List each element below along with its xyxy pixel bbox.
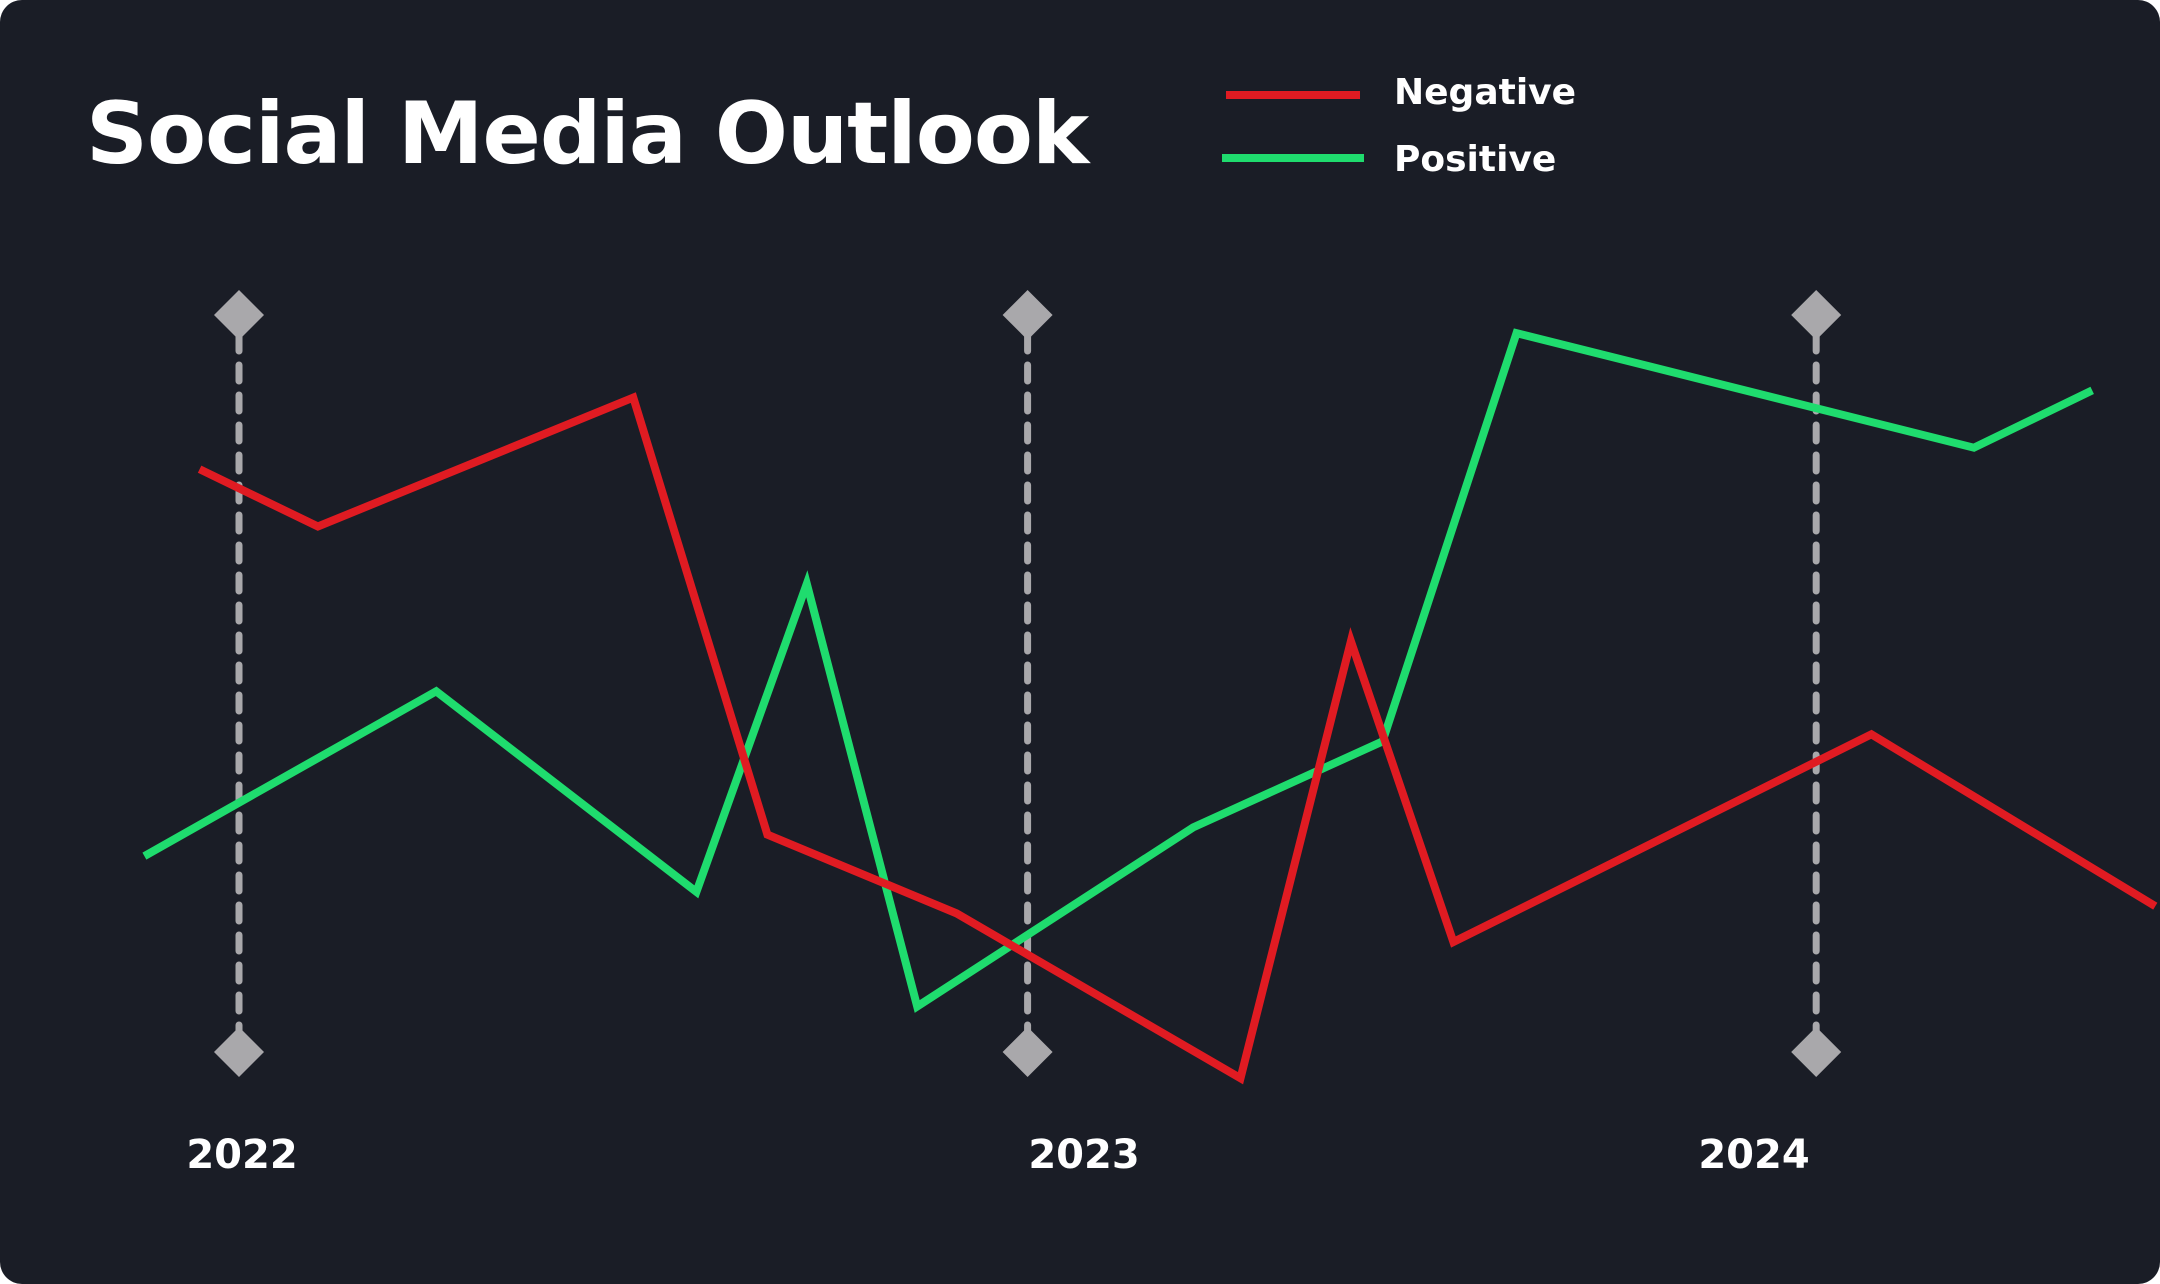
x-axis-ticks: 2022 2023 2024 — [186, 1132, 1809, 1178]
marker-bottom-diamond — [1791, 1027, 1842, 1077]
year-marker — [1791, 290, 1842, 1077]
x-tick-label: 2022 — [186, 1132, 297, 1178]
legend: Negative Positive — [1222, 72, 1576, 180]
legend-label-negative: Negative — [1394, 72, 1576, 113]
marker-bottom-diamond — [1002, 1027, 1053, 1077]
marker-top-diamond — [214, 290, 265, 340]
x-tick-label: 2023 — [1028, 1132, 1139, 1178]
year-marker — [214, 290, 265, 1077]
series-line-positive — [142, 328, 2094, 1013]
marker-top-diamond — [1002, 290, 1053, 340]
x-tick-label: 2024 — [1698, 1132, 1809, 1178]
year-marker — [1002, 290, 1053, 1077]
legend-label-positive: Positive — [1394, 139, 1556, 180]
marker-bottom-diamond — [214, 1027, 265, 1077]
year-markers — [214, 290, 1842, 1077]
marker-top-diamond — [1791, 290, 1842, 340]
series-lines — [142, 328, 2158, 1085]
chart-title: Social Media Outlook — [86, 84, 1091, 184]
series-line-negative — [197, 392, 2158, 1085]
